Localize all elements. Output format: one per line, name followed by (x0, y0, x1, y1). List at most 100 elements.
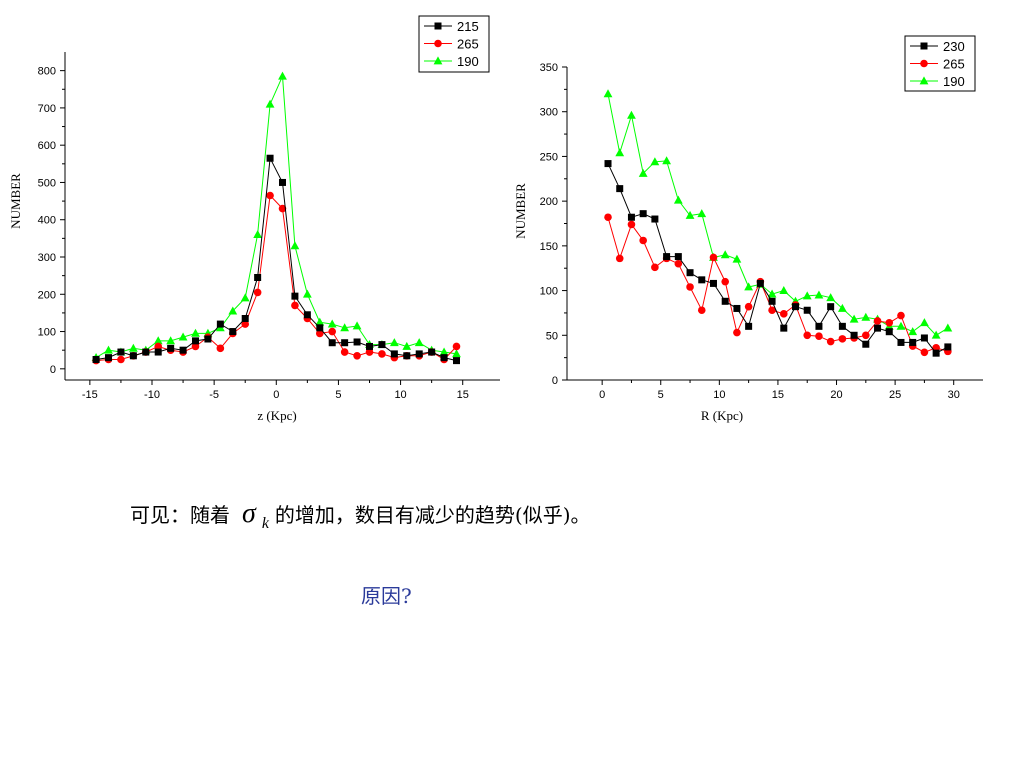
legend-marker-190 (433, 56, 443, 65)
series-190 (603, 89, 953, 339)
data-point-230 (932, 349, 940, 357)
data-point-190 (814, 290, 824, 299)
data-point-190 (638, 168, 648, 177)
data-point-230 (639, 210, 647, 218)
series-line-190 (607, 93, 949, 336)
data-point-190 (128, 343, 138, 352)
data-point-265 (803, 331, 812, 340)
series-line-230 (607, 163, 949, 354)
data-point-265 (639, 236, 647, 245)
data-point-265 (897, 311, 905, 320)
legend: 230 265 190 (904, 35, 976, 92)
x-tick-label: 0 (599, 389, 605, 401)
x-tick-label: -15 (82, 389, 98, 401)
data-point-190 (240, 293, 250, 302)
data-point-190 (414, 338, 424, 347)
data-point-215 (303, 311, 311, 319)
data-point-230 (780, 324, 788, 332)
x-tick-label: 30 (948, 389, 960, 401)
y-tick-label: 300 (540, 107, 558, 119)
data-point-190 (779, 285, 789, 294)
y-tick-label: 100 (540, 286, 558, 298)
data-point-230 (850, 331, 858, 339)
data-point-215 (192, 337, 199, 345)
data-point-215 (179, 346, 187, 354)
x-axis-title: z (Kpc) (257, 408, 296, 423)
data-point-190 (104, 345, 113, 354)
data-point-230 (745, 322, 753, 330)
y-tick-label: 500 (38, 177, 56, 189)
y-tick-label: 300 (38, 252, 56, 264)
caption: 可见：随着 σ k 的增加，数目有减少的趋势(似乎)。 (130, 498, 591, 532)
y-axis-title: NUMBER (8, 173, 23, 229)
data-point-230 (721, 297, 729, 305)
data-point-190 (153, 336, 163, 345)
data-point-265 (873, 317, 882, 325)
series-265 (604, 213, 952, 357)
data-point-215 (241, 315, 249, 322)
data-point-265 (216, 344, 225, 353)
data-point-230 (803, 306, 811, 314)
data-point-230 (838, 322, 846, 330)
y-axis-title: NUMBER (513, 183, 528, 239)
series-line-215 (96, 156, 457, 362)
data-point-190 (943, 323, 953, 332)
data-point-190 (178, 332, 188, 341)
data-point-190 (627, 110, 636, 119)
data-point-215 (415, 350, 423, 358)
data-point-190 (402, 341, 412, 350)
legend-label-190: 190 (943, 74, 965, 89)
x-tick-label: 10 (713, 389, 725, 401)
data-point-230 (663, 253, 671, 261)
series-line-265 (607, 217, 948, 353)
data-point-190 (439, 347, 449, 356)
y-tick-label: 0 (50, 364, 56, 376)
data-point-230 (862, 340, 870, 348)
data-point-265 (768, 306, 776, 315)
data-point-265 (697, 306, 706, 315)
data-point-265 (340, 348, 349, 356)
data-point-265 (253, 288, 262, 297)
x-tick-label: 0 (273, 389, 279, 401)
y-tick-label: 50 (546, 330, 558, 342)
data-point-215 (266, 154, 274, 162)
data-point-190 (697, 209, 707, 218)
legend-marker-265 (434, 39, 442, 48)
data-point-215 (453, 357, 460, 365)
data-point-215 (328, 339, 336, 347)
data-point-190 (315, 317, 325, 326)
data-point-230 (698, 276, 706, 284)
y-tick-label: 350 (540, 62, 558, 74)
data-point-190 (327, 319, 337, 328)
legend-label-230: 230 (943, 39, 965, 54)
data-point-265 (779, 310, 788, 318)
data-point-190 (265, 99, 275, 108)
x-tick-label: 15 (772, 389, 784, 401)
data-point-265 (117, 355, 125, 364)
data-point-265 (920, 348, 929, 357)
data-point-230 (920, 334, 928, 342)
x-axis-title: R (Kpc) (701, 408, 743, 423)
data-point-265 (191, 342, 200, 351)
data-point-265 (365, 348, 374, 356)
legend-marker-215 (434, 22, 442, 30)
y-tick-label: 600 (38, 140, 56, 152)
data-point-265 (686, 283, 694, 291)
data-point-190 (802, 291, 812, 300)
data-point-230 (604, 160, 612, 168)
sigma-symbol: σ (242, 498, 256, 529)
data-point-190 (720, 250, 730, 259)
data-point-265 (838, 335, 847, 343)
y-tick-label: 700 (38, 103, 56, 115)
series-line-190 (95, 75, 457, 359)
y-tick-label: 150 (540, 241, 558, 253)
x-tick-label: 20 (830, 389, 842, 401)
data-point-190 (837, 303, 847, 312)
data-point-190 (767, 289, 777, 298)
data-point-215 (366, 342, 373, 350)
data-point-265 (604, 213, 612, 222)
x-tick-label: 15 (457, 389, 469, 401)
data-point-190 (166, 336, 176, 345)
data-point-215 (316, 324, 324, 332)
